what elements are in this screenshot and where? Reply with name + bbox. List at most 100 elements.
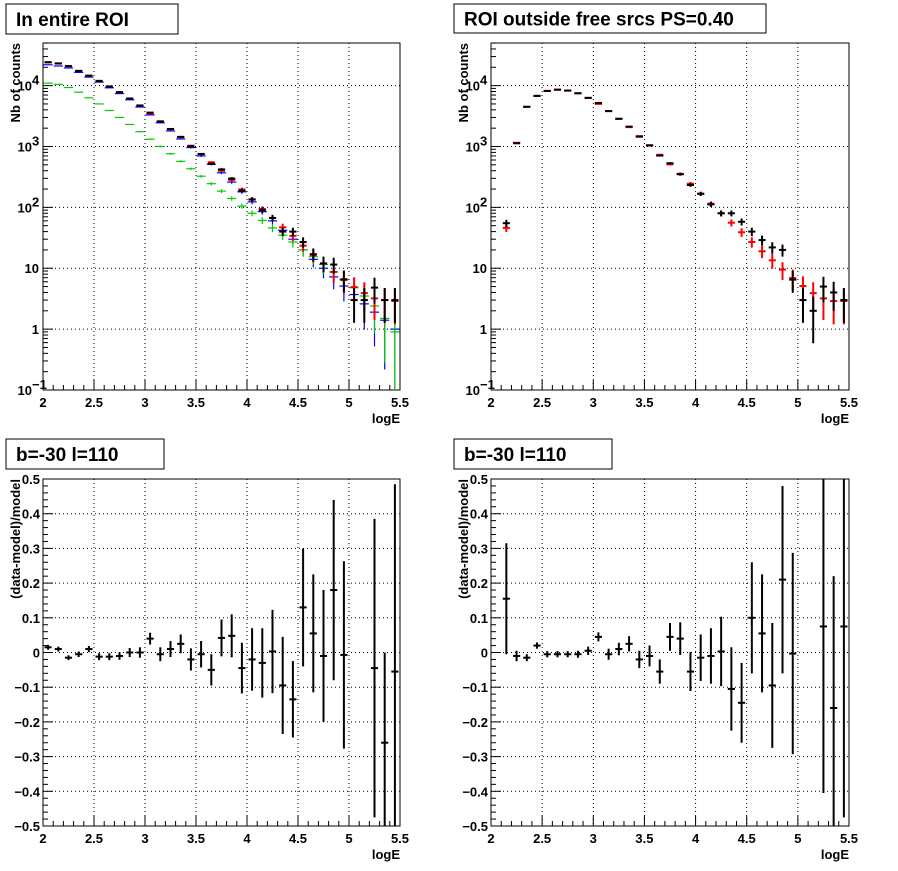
x-tick-label: 5 [794, 831, 801, 846]
x-tick-label: 3.5 [187, 831, 205, 846]
x-axis-ticks [42, 380, 401, 390]
y-tick-label: 0.5 [470, 472, 488, 487]
y-tick-label: 10 [466, 139, 480, 154]
grid [491, 479, 849, 826]
y-tick-label: 0.4 [470, 507, 489, 522]
y-tick-exponent: 4 [32, 73, 40, 88]
x-tick-label: 3.5 [635, 831, 653, 846]
y-tick-exponent: −1 [32, 377, 47, 392]
panel-title: In entire ROI [16, 10, 129, 31]
y-tick-label: 0.1 [22, 611, 40, 626]
x-tick-label: 2.5 [533, 395, 551, 410]
y-axis-ticks [43, 478, 53, 827]
x-tick-label: 5.5 [840, 831, 858, 846]
y-axis-ticks [43, 42, 53, 391]
x-tick-label: 3 [590, 831, 597, 846]
x-tick-label: 5 [345, 831, 352, 846]
y-tick-label: 0.3 [22, 541, 40, 556]
x-tick-label: 5.5 [840, 395, 858, 410]
series-1 [43, 82, 400, 390]
x-tick-label: 4.5 [289, 831, 307, 846]
x-tick-label: 3 [141, 831, 148, 846]
y-tick-exponent: −1 [480, 377, 495, 392]
x-tick-label: 2 [487, 831, 494, 846]
y-axis-ticks [491, 478, 501, 827]
y-axis-title: (data-model)/model [456, 479, 471, 599]
panel-title: b=-30 l=110 [16, 445, 118, 466]
y-tick-label: −0.5 [14, 819, 40, 834]
series-2 [44, 61, 399, 325]
y-tick-label: −0.2 [14, 715, 40, 730]
y-tick-label: −0.1 [462, 680, 488, 695]
y-tick-label: 10 [25, 261, 39, 276]
y-tick-label: 10 [18, 139, 32, 154]
y-tick-label: 1 [480, 322, 487, 337]
x-tick-label: 4 [243, 831, 251, 846]
x-tick-label: 2.5 [85, 831, 103, 846]
x-axis-title: logE [372, 411, 400, 426]
y-tick-label: 10 [18, 200, 32, 215]
x-tick-label: 2 [39, 831, 46, 846]
y-tick-label: −0.3 [462, 750, 488, 765]
x-axis-title: logE [821, 847, 849, 862]
grid [491, 43, 849, 390]
grid [43, 43, 400, 390]
x-tick-label: 5.5 [391, 395, 409, 410]
x-tick-label: 4 [692, 831, 700, 846]
x-tick-label: 5.5 [391, 831, 409, 846]
plot-frame [490, 42, 850, 391]
y-tick-exponent: 2 [32, 194, 39, 209]
x-axis-ticks [490, 380, 850, 390]
y-axis-ticks [491, 42, 501, 391]
series-1 [502, 88, 848, 344]
x-axis-title: logE [821, 411, 849, 426]
y-axis-title: (data-model)/model [8, 479, 23, 599]
y-tick-label: −0.5 [462, 819, 488, 834]
panel-title-box [5, 438, 165, 470]
series-0 [502, 479, 848, 826]
y-axis-title: Nb of counts [8, 43, 23, 122]
y-tick-label: 1 [32, 322, 39, 337]
x-tick-label: 2 [487, 395, 494, 410]
y-tick-label: 10 [466, 79, 480, 94]
series-0 [44, 484, 399, 826]
panel-title: b=-30 l=110 [464, 445, 566, 466]
x-tick-label: 3.5 [187, 395, 205, 410]
y-tick-label: 0.4 [22, 507, 41, 522]
y-tick-label: 10 [18, 383, 32, 398]
y-tick-exponent: 2 [480, 194, 487, 209]
chart-panel-bottom-right: 2 2.5 3 3.5 4 4.5 5 5.5 0.5 0.4 0.3 0.2 0.1 0 −0.1 −0.2… [453, 438, 858, 862]
y-tick-label: 10 [466, 383, 480, 398]
chart-panel-bottom-left: 2 2.5 3 3.5 4 4.5 5 5.5 0.5 0.4 0.3 0.2 0.1 0 −0.1 −0.2… [5, 438, 409, 862]
x-tick-label: 3.5 [635, 395, 653, 410]
y-tick-label: −0.2 [462, 715, 488, 730]
x-tick-label: 3 [590, 395, 597, 410]
x-tick-label: 4.5 [738, 395, 756, 410]
y-tick-label: −0.4 [14, 784, 40, 799]
y-tick-label: 0.2 [470, 576, 488, 591]
x-tick-label: 2.5 [85, 395, 103, 410]
y-tick-label: −0.4 [462, 784, 488, 799]
panel-title: ROI outside free srcs PS=0.40 [464, 10, 734, 31]
plot-frame [42, 42, 401, 391]
x-tick-label: 2 [39, 395, 46, 410]
x-tick-label: 4 [243, 395, 251, 410]
x-tick-label: 3 [141, 395, 148, 410]
x-tick-label: 5 [345, 395, 352, 410]
y-tick-label: 0 [481, 646, 488, 661]
y-axis-title: Nb of counts [456, 43, 471, 122]
x-tick-label: 4.5 [289, 395, 307, 410]
panel-title-box [453, 3, 767, 34]
x-tick-label: 4.5 [738, 831, 756, 846]
x-tick-label: 2.5 [533, 831, 551, 846]
y-tick-label: 0 [33, 646, 40, 661]
series-3 [44, 61, 399, 323]
y-tick-label: 10 [466, 200, 480, 215]
y-tick-label: 0.1 [470, 611, 488, 626]
series-0 [43, 64, 400, 390]
x-tick-label: 5 [794, 395, 801, 410]
x-axis-ticks [490, 816, 850, 826]
